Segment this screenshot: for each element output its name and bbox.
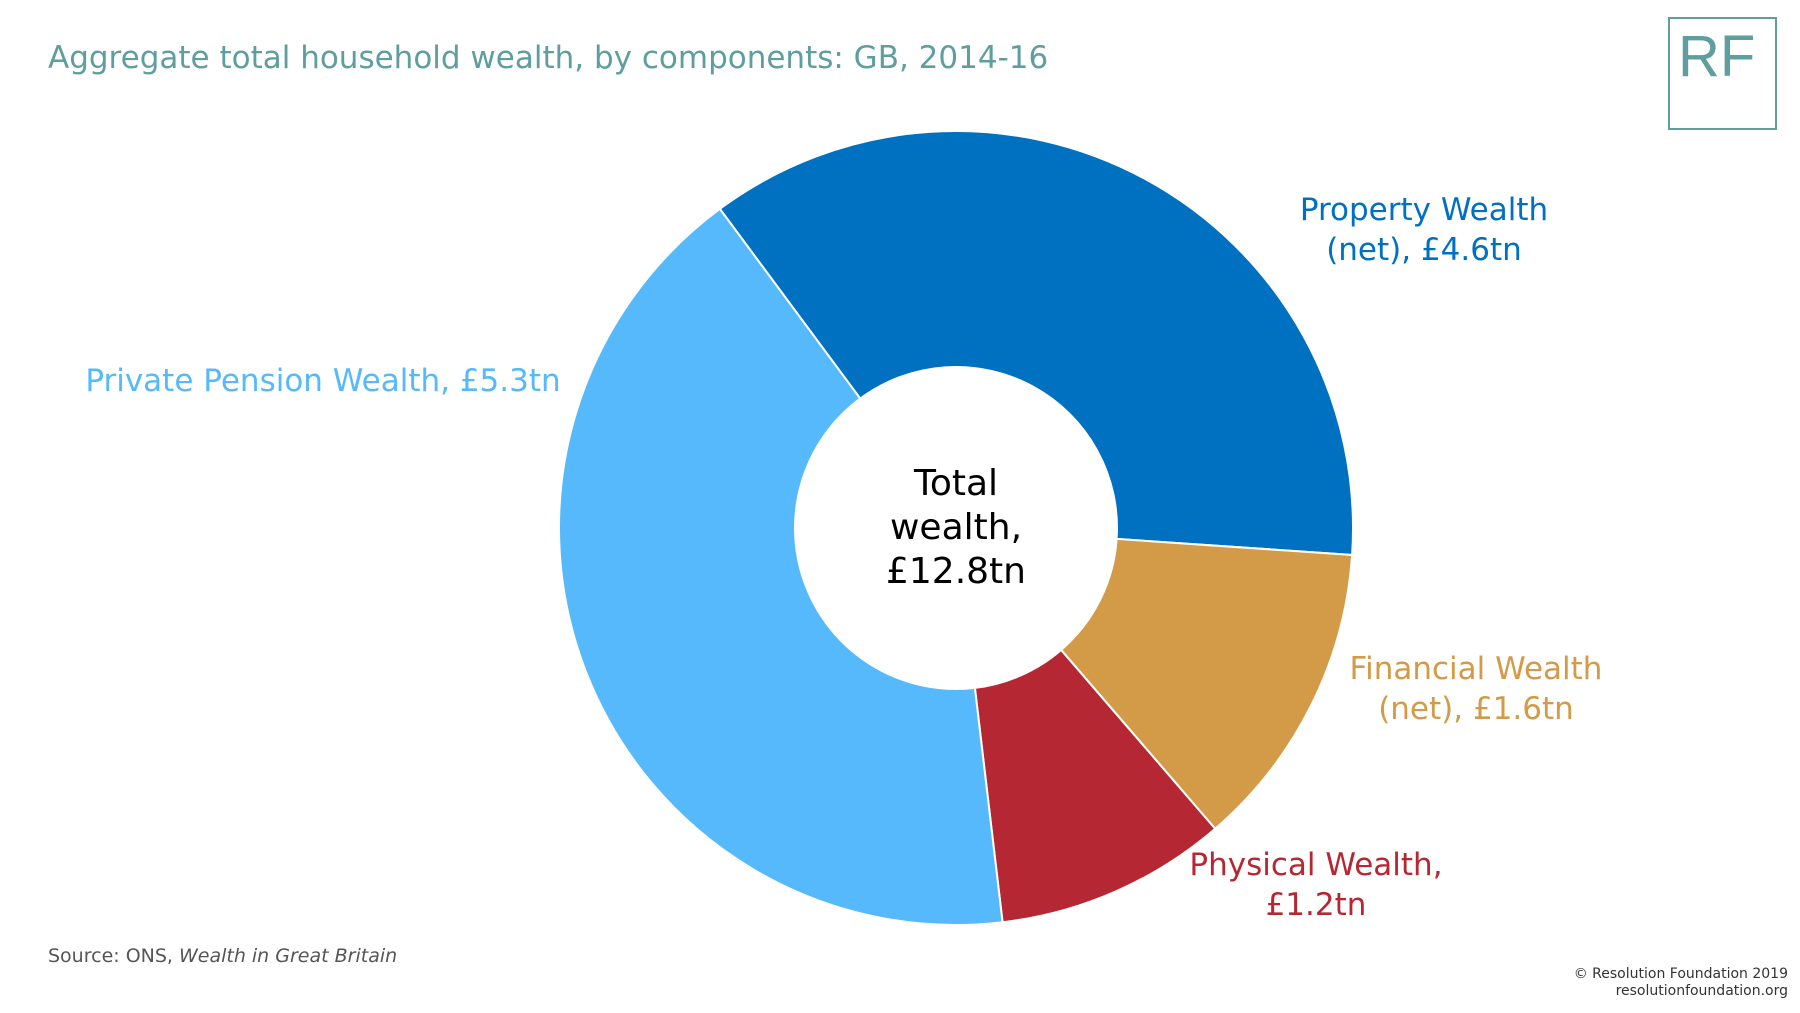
slice — [718, 130, 1354, 557]
slice — [558, 207, 1004, 926]
chart-title: Aggregate total household wealth, by com… — [48, 40, 1049, 76]
source: Source: ONS, Wealth in Great Britain — [48, 945, 397, 967]
slice-label: Financial Wealth (net), £1.6tn — [1349, 651, 1603, 727]
website: resolutionfoundation.org — [1615, 983, 1788, 999]
source-title: Wealth in Great Britain — [178, 945, 398, 967]
logo: RF — [1668, 17, 1777, 130]
slice-label: Property Wealth (net), £4.6tn — [1299, 192, 1549, 268]
footer: © Resolution Foundation 2019 resolutionf… — [1574, 966, 1788, 1000]
slice-label: Private Pension Wealth, £5.3tn — [85, 363, 561, 399]
center-label: Total wealth, £12.8tn — [886, 463, 1026, 592]
source-label: Source: ONS, — [48, 945, 173, 967]
slice-label: Physical Wealth, £1.2tn — [1189, 847, 1443, 923]
slice — [973, 648, 1217, 924]
copyright: © Resolution Foundation 2019 — [1573, 966, 1788, 982]
slice — [1059, 537, 1354, 831]
